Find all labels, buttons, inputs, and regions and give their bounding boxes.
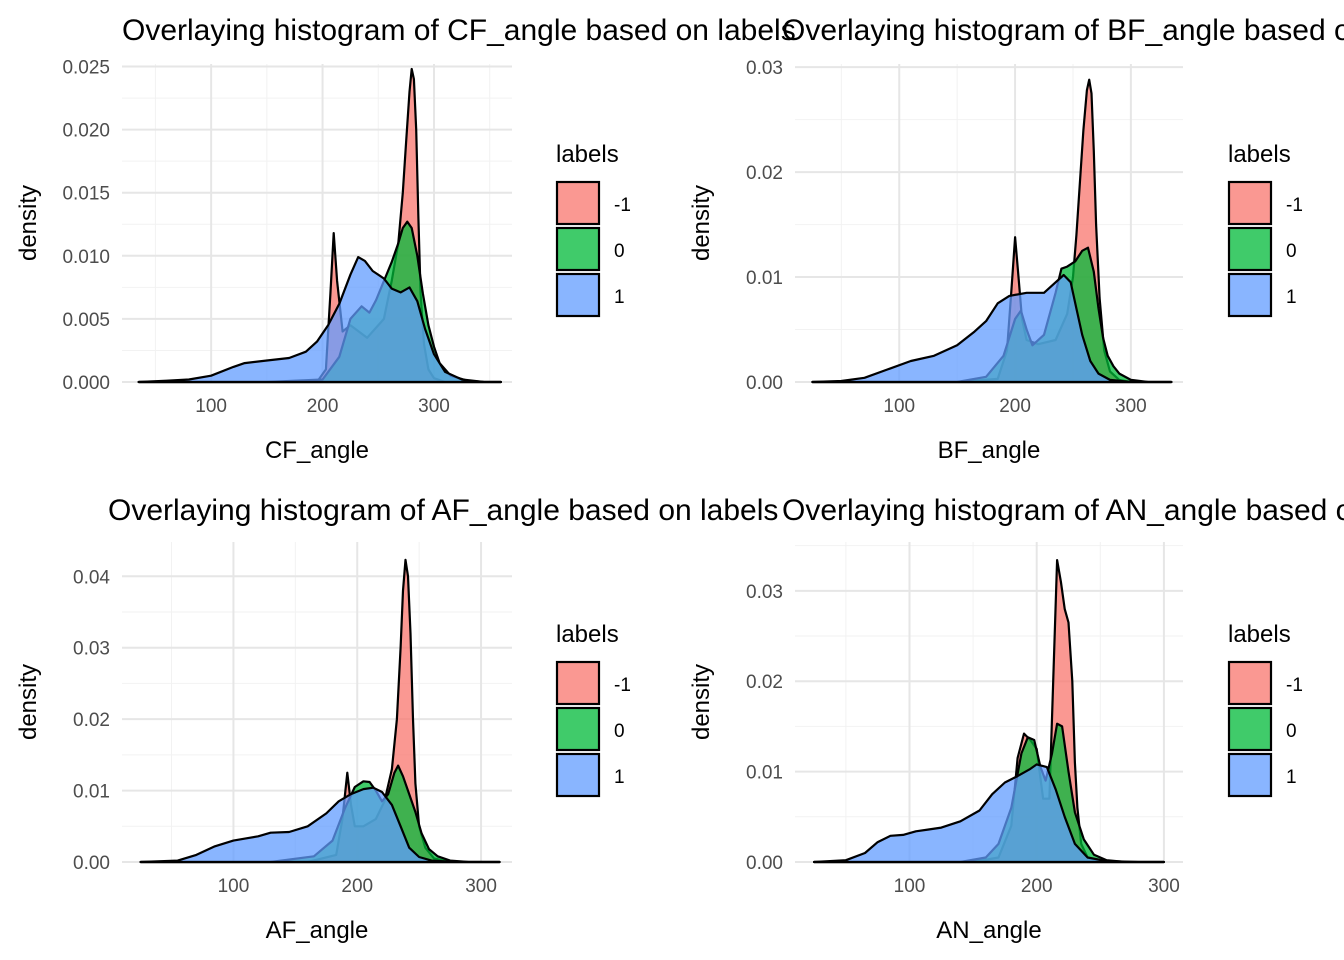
x-tick-label: 300: [465, 876, 497, 897]
legend-swatch: [555, 272, 601, 318]
y-tick-label: 0.00: [746, 373, 783, 394]
y-tick-label: 0.005: [62, 310, 110, 331]
y-tick-label: 0.03: [73, 639, 110, 660]
y-axis-title: density: [15, 664, 42, 740]
legend-label: 0: [1286, 241, 1297, 262]
legend-label: 1: [1286, 767, 1297, 788]
y-tick-label: 0.020: [62, 121, 110, 142]
y-tick-label: 0.03: [746, 58, 783, 79]
legend-swatch: [555, 180, 601, 226]
density-area-neg1: [137, 67, 502, 384]
legend-swatch: [1227, 272, 1273, 318]
y-tick-label: 0.010: [62, 247, 110, 268]
x-tick-label: 100: [195, 396, 227, 417]
y-tick-label: 0.01: [73, 782, 110, 803]
y-axis-title: density: [688, 664, 715, 740]
legend-title: labels: [556, 621, 619, 648]
y-tick-label: 0.02: [73, 710, 110, 731]
density-area-1: [811, 273, 1173, 384]
legend-label: -1: [614, 675, 631, 696]
x-axis-title: AF_angle: [266, 917, 369, 944]
legend-swatch: [555, 660, 601, 706]
x-axis-title: BF_angle: [938, 437, 1041, 464]
legend-label: -1: [1286, 675, 1303, 696]
legend-label: 0: [1286, 721, 1297, 742]
legend-title: labels: [556, 141, 619, 168]
legend-label: -1: [1286, 195, 1303, 216]
x-tick-label: 300: [418, 396, 450, 417]
legend-label: 0: [614, 721, 625, 742]
chart-title: Overlaying histogram of AN_angle based o…: [782, 494, 1344, 527]
x-tick-label: 100: [883, 396, 915, 417]
y-tick-label: 0.02: [746, 672, 783, 693]
legend-swatch: [555, 706, 601, 752]
y-axis-title: density: [15, 185, 42, 261]
x-tick-label: 200: [307, 396, 339, 417]
density-area-1: [139, 786, 501, 864]
density-area-1: [137, 256, 502, 384]
y-tick-label: 0.04: [73, 567, 110, 588]
x-axis-title: AN_angle: [936, 917, 1041, 944]
legend-swatch: [555, 752, 601, 798]
legend-label: 1: [1286, 287, 1297, 308]
density-area-1: [813, 763, 1165, 864]
x-tick-label: 200: [341, 876, 373, 897]
x-tick-label: 100: [894, 876, 926, 897]
y-tick-label: 0.01: [746, 268, 783, 289]
legend-label: 1: [614, 767, 625, 788]
legend-label: -1: [614, 195, 631, 216]
y-tick-label: 0.00: [73, 853, 110, 874]
y-tick-label: 0.025: [62, 58, 110, 79]
y-tick-label: 0.000: [62, 373, 110, 394]
legend-swatch: [1227, 226, 1273, 272]
legend-title: labels: [1228, 141, 1291, 168]
legend-label: 0: [614, 241, 625, 262]
y-tick-label: 0.00: [746, 853, 783, 874]
x-tick-label: 300: [1115, 396, 1147, 417]
legend-label: 1: [614, 287, 625, 308]
chart-title: Overlaying histogram of CF_angle based o…: [122, 14, 796, 47]
y-tick-label: 0.03: [746, 582, 783, 603]
y-tick-label: 0.01: [746, 763, 783, 784]
y-tick-label: 0.02: [746, 163, 783, 184]
legend-title: labels: [1228, 621, 1291, 648]
legend-swatch: [555, 226, 601, 272]
chart-title: Overlaying histogram of AF_angle based o…: [108, 494, 778, 527]
legend-swatch: [1227, 660, 1273, 706]
x-tick-label: 300: [1148, 876, 1180, 897]
y-axis-title: density: [688, 185, 715, 261]
y-tick-label: 0.015: [62, 184, 110, 205]
chart-title: Overlaying histogram of BF_angle based o…: [782, 14, 1344, 47]
x-axis-title: CF_angle: [265, 437, 369, 464]
legend-swatch: [1227, 180, 1273, 226]
x-tick-label: 200: [1021, 876, 1053, 897]
legend-swatch: [1227, 706, 1273, 752]
legend-swatch: [1227, 752, 1273, 798]
x-tick-label: 100: [218, 876, 250, 897]
x-tick-label: 200: [999, 396, 1031, 417]
